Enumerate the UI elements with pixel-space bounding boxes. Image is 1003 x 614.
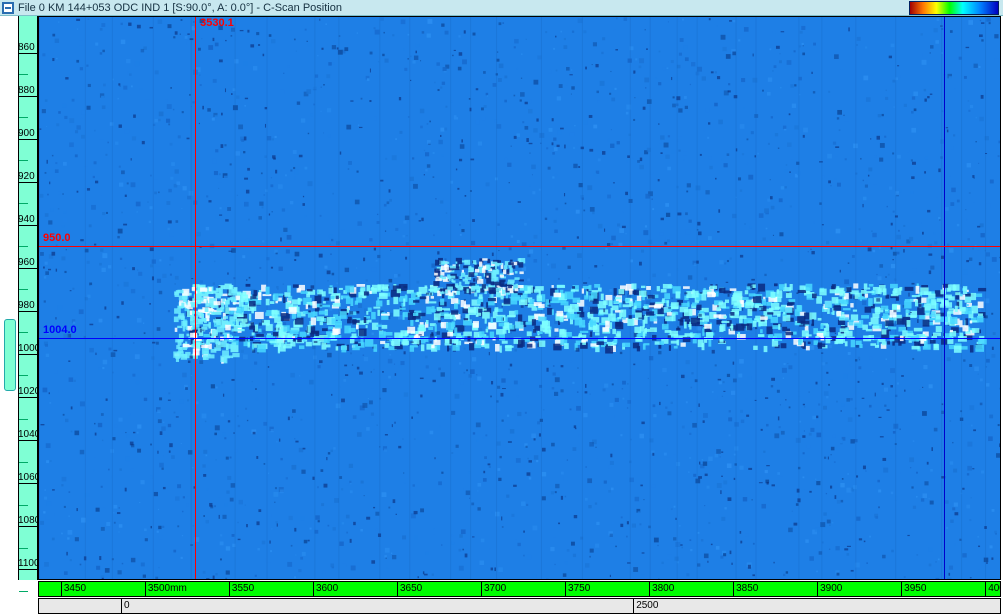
x-tick [817, 582, 818, 596]
x-tick-label: 3950 [904, 583, 926, 594]
cursor-vertical-red-label: 3530.1 [198, 17, 236, 29]
x-tick [481, 582, 482, 596]
x-axis-ruler-primary[interactable]: 3450 3500mm 3550 3600 3650 3700 3750 3800 3850 39… [38, 581, 1001, 597]
y-tick-label: 1060 [18, 472, 40, 483]
y-tick-label: 1100 [18, 558, 40, 569]
y-tick-label: 900 [18, 128, 35, 139]
x-tick-label: 3600 [316, 583, 338, 594]
x-tick-label: 3700 [484, 583, 506, 594]
y-tick [19, 182, 37, 183]
x-tick [733, 582, 734, 596]
y-tick-label: 1080 [18, 515, 40, 526]
y-tick [19, 268, 37, 269]
y-tick-label: 1000 [18, 343, 40, 354]
x-tick [121, 599, 122, 613]
y-tick-label: 940 [18, 214, 35, 225]
y-tick-label: 960 [18, 257, 35, 268]
cscan-plot[interactable]: 3530.1 950.0 1004.0 [38, 16, 1001, 580]
x-tick [61, 582, 62, 596]
y-tick [19, 225, 37, 226]
x-tick-label: 3650 [400, 583, 422, 594]
y-tick [19, 397, 37, 398]
y-tick [19, 483, 37, 484]
x-tick [985, 582, 986, 596]
x-tick-label: 3800 [652, 583, 674, 594]
y-tick [19, 354, 37, 355]
x-tick-label: 4000 [988, 583, 1001, 594]
x-tick-label: 3750 [568, 583, 590, 594]
x-tick [901, 582, 902, 596]
x-tick [397, 582, 398, 596]
cursor-vertical-red[interactable] [195, 17, 196, 579]
cursor-horizontal-blue[interactable] [39, 338, 1000, 339]
y-tick [19, 311, 37, 312]
y-tick [19, 440, 37, 441]
y-tick [19, 53, 37, 54]
cscan-heatmap [39, 17, 1000, 579]
y-tick-label: 1040 [18, 429, 40, 440]
x-tick-label: 3450 [64, 583, 86, 594]
cursor-horizontal-blue-label: 1004.0 [41, 324, 79, 336]
x-tick-label: 3900 [820, 583, 842, 594]
cscan-window: File 0 KM 144+053 ODC IND 1 [S:90.0°, A:… [0, 0, 1003, 614]
y-tick [19, 96, 37, 97]
y-tick-label: 1020 [18, 386, 40, 397]
x-tick-label: 3550 [232, 583, 254, 594]
cursor-horizontal-red[interactable] [39, 246, 1000, 247]
y-tick-label: 880 [18, 85, 35, 96]
cursor-vertical-blue[interactable] [944, 17, 945, 579]
cursor-horizontal-red-label: 950.0 [41, 232, 73, 244]
x-tick [313, 582, 314, 596]
x-tick [145, 582, 146, 596]
x-tick-label: 3500mm [148, 583, 187, 594]
y-axis-ruler[interactable]: 860 880 900 920 940 960 980 1000 1020 1040 1060 108… [18, 16, 38, 580]
x-tick [649, 582, 650, 596]
window-title: File 0 KM 144+053 ODC IND 1 [S:90.0°, A:… [18, 2, 342, 14]
y-tick-label: 980 [18, 300, 35, 311]
titlebar[interactable]: File 0 KM 144+053 ODC IND 1 [S:90.0°, A:… [0, 0, 1003, 16]
y-scroll-thumb[interactable] [4, 319, 16, 391]
y-tick-label: 860 [18, 42, 35, 53]
color-legend [909, 2, 999, 14]
x-tick [565, 582, 566, 596]
x-tick [229, 582, 230, 596]
y-tick [19, 569, 37, 570]
x-axis-ruler-secondary[interactable]: 0 2500 [38, 598, 1001, 614]
y-tick [19, 526, 37, 527]
x-tick-label: 0 [124, 600, 130, 611]
x-tick-label: 2500 [636, 600, 658, 611]
legend-gradient [909, 1, 999, 15]
x-tick-label: 3850 [736, 583, 758, 594]
y-tick-label: 920 [18, 171, 35, 182]
y-tick [19, 139, 37, 140]
app-icon [2, 2, 14, 14]
x-tick [633, 599, 634, 613]
